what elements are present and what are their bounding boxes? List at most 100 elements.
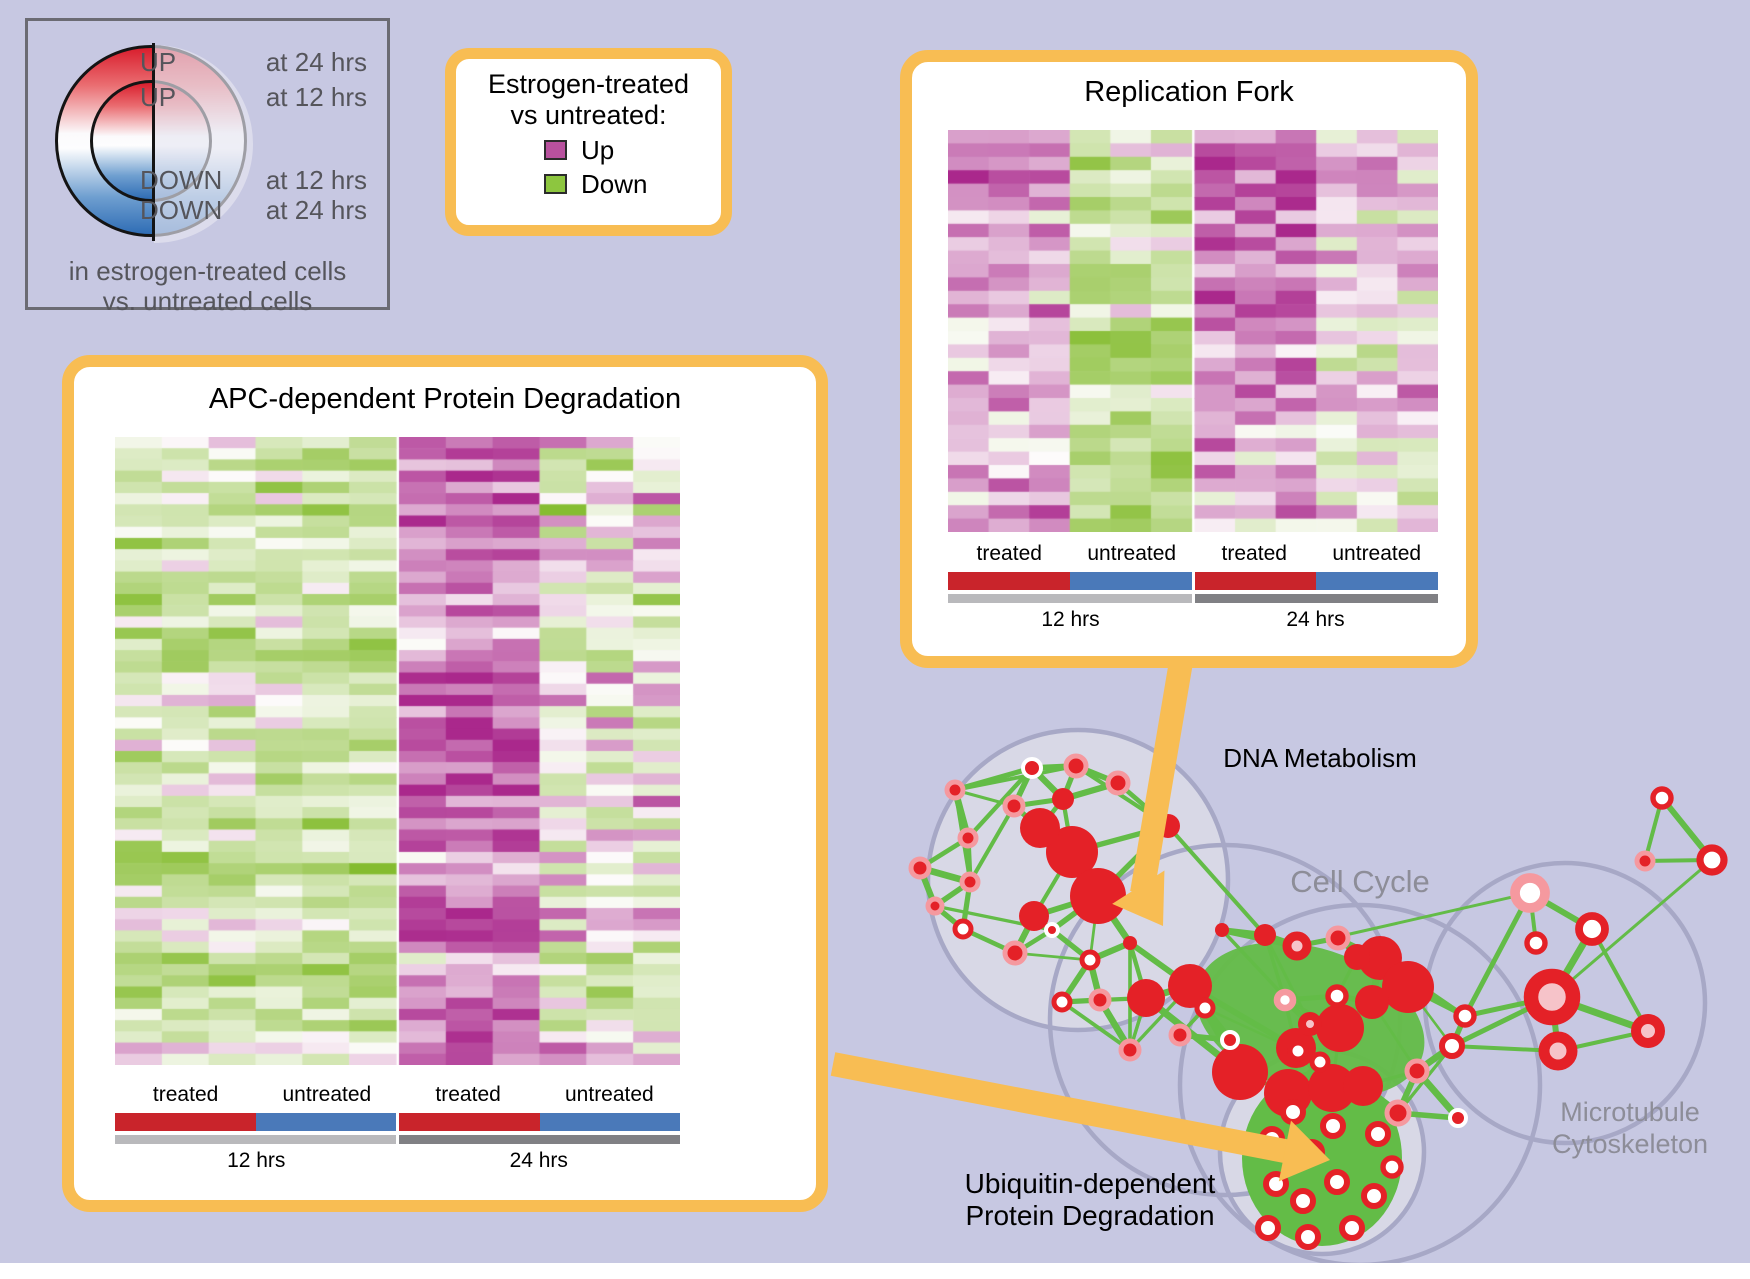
- untreated-bar: [1069, 572, 1192, 590]
- gene-node-r: [1355, 985, 1389, 1019]
- gene-node-rw: [952, 918, 974, 940]
- time-label-24hrs: 24 hrs: [1286, 608, 1345, 631]
- microtubule-label-line1: Microtubule: [1560, 1097, 1700, 1127]
- expression-glyph-legend: UP at 24 hrs UP at 12 hrs DOWN at 12 hrs…: [25, 18, 390, 316]
- apc-24hr-bar: [399, 1113, 680, 1131]
- condition-label: untreated: [282, 1083, 372, 1106]
- network-edge: [1462, 891, 1533, 1018]
- legend-title-line1: Estrogen-treated: [487, 69, 690, 99]
- gene-node-rw: [1650, 786, 1674, 810]
- condition-label: untreated: [1087, 542, 1177, 565]
- gene-node-rw: [1524, 931, 1548, 955]
- gene-node-pr: [957, 827, 979, 849]
- treated-bar: [1194, 572, 1317, 590]
- gene-node-pr: [1118, 1038, 1142, 1062]
- up-color-swatch: [544, 140, 567, 160]
- gene-node-pr: [1325, 925, 1351, 951]
- glyph-footer-line2: vs. untreated cells: [102, 286, 313, 316]
- gene-node-r: [1052, 788, 1074, 810]
- apc-condition-bars: [115, 1113, 680, 1131]
- network-edge: [1014, 951, 1091, 962]
- network-edge: [954, 765, 1033, 793]
- glyph-direction-label: DOWN: [140, 195, 223, 225]
- gene-node-r: [1212, 1044, 1268, 1100]
- time-label-24hrs: 24 hrs: [509, 1149, 568, 1172]
- bottom-white-margin: [0, 1263, 1750, 1279]
- up-label: Up: [581, 134, 615, 165]
- condition-label: treated: [152, 1083, 219, 1106]
- glyph-direction-label: UP: [140, 47, 177, 77]
- gene-node-rp: [1631, 1014, 1665, 1048]
- connector-arrow-shaft: [830, 1052, 1293, 1164]
- gene-node-rw: [1380, 1155, 1404, 1179]
- gene-node-pr: [908, 856, 932, 880]
- gene-node-pr: [1168, 1023, 1192, 1047]
- microtubule-label-line2: Cytoskeleton: [1551, 1129, 1709, 1159]
- gene-node-rw: [1079, 949, 1101, 971]
- apc-time-bars: [115, 1135, 680, 1144]
- gene-node-rp: [1538, 1031, 1578, 1071]
- gene-node-rw: [1361, 1183, 1387, 1209]
- gene-node-r: [1070, 868, 1126, 924]
- gene-node-rw: [1309, 1051, 1331, 1073]
- ubiquitin-label: Ubiquitin-dependent Protein Degradation: [930, 1168, 1250, 1232]
- glyph-time-label: at 12 hrs: [265, 82, 367, 112]
- gene-node-pr: [1063, 753, 1089, 779]
- rf-time-bars: [948, 594, 1438, 603]
- gene-node-r: [1343, 1066, 1383, 1106]
- network-edge: [1263, 934, 1287, 1001]
- replication-fork-title: Replication Fork: [1084, 76, 1294, 108]
- gene-node-r: [1020, 808, 1060, 848]
- gene-node-r: [1168, 964, 1212, 1008]
- glyph-row: DOWN at 12 hrs: [28, 165, 387, 195]
- connector-arrow-shaft: [1130, 648, 1195, 895]
- gene-node-wr: [1220, 1030, 1240, 1050]
- treated-bar: [399, 1113, 540, 1131]
- gene-node-pw: [1510, 873, 1550, 913]
- gene-node-r: [1382, 961, 1434, 1013]
- rf-time-labels: 12 hrs 24 hrs: [948, 608, 1438, 632]
- gene-node-pr: [944, 779, 966, 801]
- gene-node-r: [1019, 901, 1049, 931]
- gene-node-r: [1344, 944, 1370, 970]
- gene-node-pr: [1002, 794, 1026, 818]
- network-edge: [1551, 858, 1713, 999]
- cell-cycle-label: Cell Cycle: [1290, 864, 1430, 899]
- gene-node-rw: [1255, 1215, 1281, 1241]
- gene-node-rw: [1339, 1215, 1365, 1241]
- gene-node-wr: [1021, 757, 1043, 779]
- gene-node-r: [1254, 924, 1276, 946]
- updown-color-legend: Estrogen-treated vs untreated: Up Down: [445, 48, 732, 236]
- gene-node-rw: [1287, 1040, 1309, 1062]
- gene-node-r: [1308, 1064, 1356, 1112]
- legend-item-down: Down: [544, 169, 721, 199]
- untreated-bar: [1316, 572, 1438, 590]
- gene-node-r: [1127, 979, 1165, 1017]
- gene-node-pr: [1088, 988, 1112, 1012]
- apc-heatmap-canvas: [115, 437, 680, 1065]
- condition-label: treated: [435, 1083, 501, 1106]
- gene-node-r: [1316, 1004, 1364, 1052]
- gene-node-r: [1123, 936, 1137, 950]
- glyph-time-label: at 24 hrs: [265, 195, 367, 225]
- legend-item-up: Up: [544, 135, 721, 165]
- gene-node-rw: [1696, 844, 1728, 876]
- gene-node-rw: [1365, 1121, 1391, 1147]
- down-color-swatch: [544, 174, 567, 194]
- treated-bar: [115, 1113, 256, 1131]
- gene-node-rp: [1298, 1012, 1322, 1036]
- gene-node-pr: [959, 871, 981, 893]
- network-edge: [968, 804, 1016, 884]
- rf-24hr-bar: [1194, 572, 1438, 590]
- gene-node-rw: [1290, 1188, 1316, 1214]
- dna-metabolism-label: DNA Metabolism: [1223, 743, 1417, 773]
- gene-node-rp: [1282, 931, 1312, 961]
- condition-label: untreated: [1332, 542, 1422, 565]
- glyph-time-label: at 24 hrs: [265, 47, 367, 77]
- bar-24hrs: [1194, 594, 1438, 603]
- untreated-bar: [255, 1113, 396, 1131]
- gene-node-pw: [1273, 988, 1297, 1012]
- gene-node-pr: [1384, 1099, 1412, 1127]
- untreated-bar: [539, 1113, 680, 1131]
